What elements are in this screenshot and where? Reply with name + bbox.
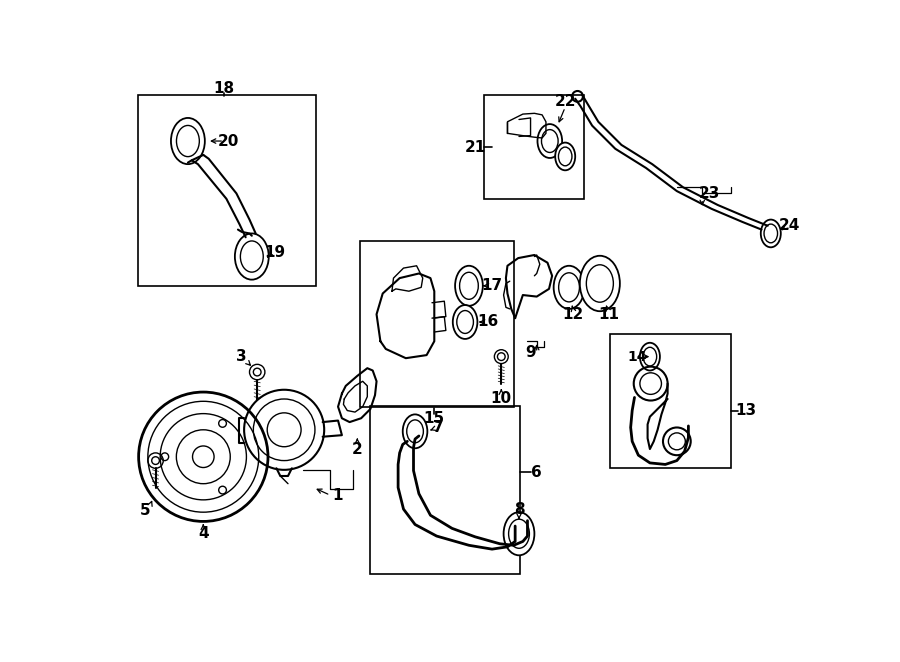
Ellipse shape — [453, 305, 477, 339]
Bar — [371, 406, 520, 574]
Ellipse shape — [558, 147, 572, 166]
Text: 16: 16 — [478, 314, 499, 330]
Ellipse shape — [457, 310, 473, 334]
Text: 3: 3 — [237, 349, 248, 364]
Text: 1: 1 — [333, 488, 343, 502]
Text: 5: 5 — [140, 503, 151, 518]
Ellipse shape — [764, 224, 778, 243]
Text: 9: 9 — [526, 346, 536, 360]
Ellipse shape — [555, 142, 575, 170]
Ellipse shape — [640, 343, 660, 371]
Ellipse shape — [559, 273, 580, 302]
Text: 8: 8 — [514, 502, 525, 516]
Ellipse shape — [240, 241, 263, 272]
Text: 15: 15 — [424, 410, 445, 426]
Ellipse shape — [554, 265, 584, 309]
Text: 12: 12 — [562, 307, 583, 322]
Ellipse shape — [455, 265, 482, 306]
Text: 17: 17 — [482, 278, 502, 293]
Text: 23: 23 — [698, 186, 720, 201]
Text: 24: 24 — [778, 218, 800, 233]
Text: 19: 19 — [265, 245, 285, 260]
Bar — [610, 334, 731, 468]
Text: 20: 20 — [218, 134, 239, 148]
Text: 6: 6 — [531, 465, 542, 480]
Text: 18: 18 — [213, 81, 235, 96]
Text: 7: 7 — [433, 420, 444, 435]
Text: 10: 10 — [491, 391, 512, 406]
Text: 14: 14 — [627, 350, 646, 363]
Text: 2: 2 — [352, 442, 363, 457]
Ellipse shape — [760, 220, 781, 248]
Ellipse shape — [537, 124, 562, 158]
Ellipse shape — [460, 272, 478, 299]
Ellipse shape — [407, 420, 423, 443]
Text: 11: 11 — [598, 307, 619, 322]
Bar — [484, 95, 584, 199]
Ellipse shape — [504, 512, 535, 555]
Bar — [360, 241, 514, 406]
Ellipse shape — [176, 125, 199, 157]
Text: 21: 21 — [464, 140, 486, 155]
Ellipse shape — [508, 519, 529, 548]
Ellipse shape — [402, 414, 428, 448]
Ellipse shape — [586, 265, 614, 302]
Text: 13: 13 — [735, 403, 757, 418]
Ellipse shape — [580, 256, 620, 311]
Text: 4: 4 — [198, 526, 209, 542]
Ellipse shape — [644, 348, 657, 366]
Text: 22: 22 — [554, 93, 576, 109]
Bar — [138, 95, 317, 286]
Ellipse shape — [542, 130, 558, 152]
Ellipse shape — [235, 234, 269, 279]
Ellipse shape — [171, 118, 205, 164]
